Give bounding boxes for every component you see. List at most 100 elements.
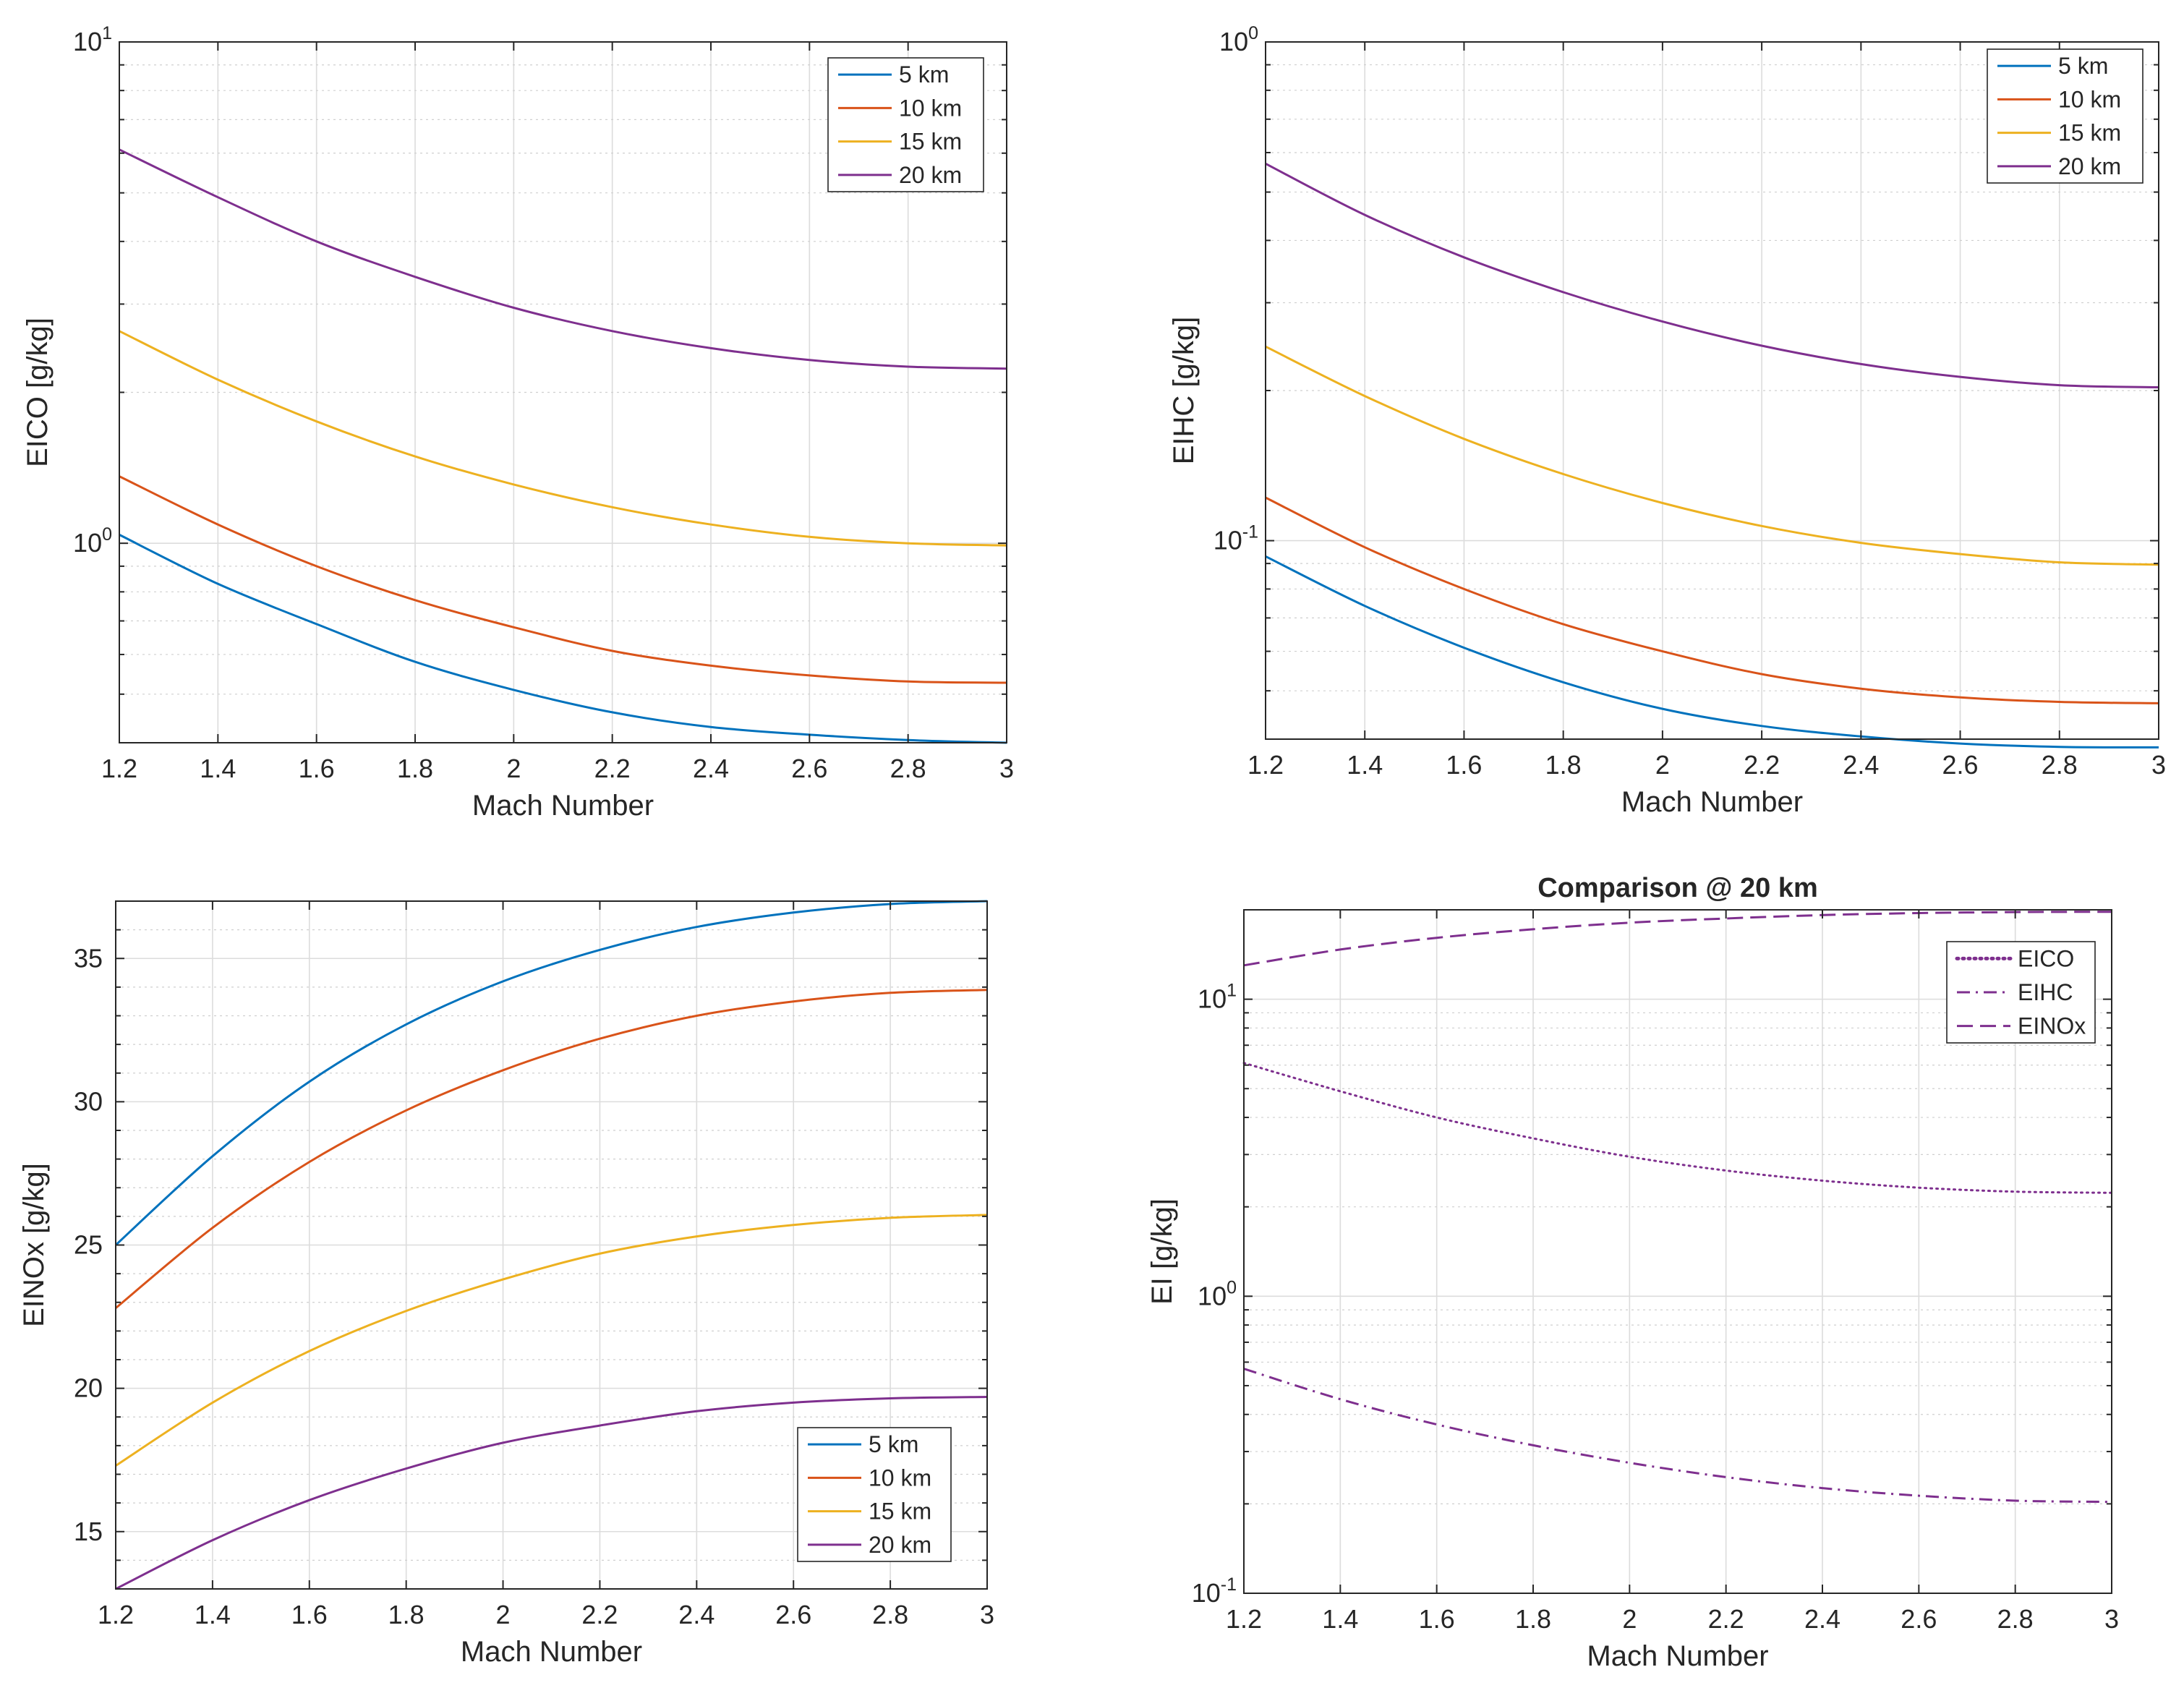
panel-comparison: Comparison @ 20 km 1.2 1.4 1.6 1.8 2 2.2… — [1146, 873, 2119, 1672]
x-tick-label: 1.4 — [195, 1600, 231, 1629]
x-tick-label: 1.8 — [397, 754, 433, 783]
legend-label-20km: 20 km — [869, 1532, 931, 1558]
svg-text:101: 101 — [1198, 981, 1237, 1014]
legend-label-einox: EINOx — [2018, 1013, 2086, 1039]
panel-einox: 1.2 1.4 1.6 1.8 2 2.2 2.4 2.6 2.8 3 15 2… — [18, 900, 994, 1668]
x-tick-label: 1.8 — [388, 1600, 425, 1629]
x-tick-label: 2 — [1622, 1604, 1637, 1634]
y-tick-base: 10 — [1198, 1281, 1227, 1310]
eihc-x-tick-labels: 1.2 1.4 1.6 1.8 2 2.2 2.4 2.6 2.8 3 — [1247, 750, 2166, 780]
legend-label-10km: 10 km — [899, 95, 962, 121]
comparison-line-einox — [1243, 911, 2112, 967]
y-tick-exponent: 0 — [102, 524, 112, 545]
eihc-y-axis-label: EIHC [g/kg] — [1168, 317, 1200, 465]
x-tick-label: 1.2 — [101, 754, 137, 783]
x-tick-label: 1.6 — [291, 1600, 328, 1629]
y-tick-exponent: 1 — [102, 23, 112, 43]
eico-line-5km — [119, 534, 1007, 744]
y-tick-base: 10 — [73, 528, 102, 558]
legend-label-15km: 15 km — [899, 129, 962, 155]
eico-series — [119, 148, 1007, 744]
legend-label-10km: 10 km — [2058, 86, 2121, 112]
eihc-line-10km — [1265, 496, 2159, 704]
eihc-line-20km — [1265, 162, 2159, 388]
legend-label-15km: 15 km — [869, 1499, 931, 1525]
x-tick-label: 2.4 — [693, 754, 729, 783]
x-tick-label: 2.6 — [1942, 750, 1979, 780]
y-tick-label: 20 — [74, 1373, 103, 1403]
svg-text:100: 100 — [1198, 1277, 1237, 1310]
comparison-x-axis-label: Mach Number — [1587, 1640, 1768, 1672]
eico-legend: 5 km 10 km 15 km 20 km — [827, 57, 984, 192]
comparison-tick-marks — [1243, 909, 2112, 1594]
x-tick-label: 1.8 — [1545, 750, 1582, 780]
y-tick-label: 15 — [74, 1517, 103, 1546]
x-tick-label: 2.2 — [594, 754, 631, 783]
x-tick-label: 3 — [2151, 750, 2166, 780]
einox-x-axis-label: Mach Number — [461, 1636, 642, 1668]
panel-eihc: 1.2 1.4 1.6 1.8 2 2.2 2.4 2.6 2.8 3 10-1… — [1168, 23, 2166, 818]
svg-text:100: 100 — [1219, 23, 1258, 56]
legend-box — [797, 1427, 952, 1562]
legend-label-eico: EICO — [2018, 945, 2074, 971]
x-tick-label: 2.6 — [791, 754, 827, 783]
comparison-y-tick-labels: 10-1 100 101 — [1192, 981, 1237, 1608]
y-tick-exponent: 0 — [1227, 1277, 1237, 1297]
y-tick-exponent: 1 — [1227, 981, 1237, 1001]
legend-label-10km: 10 km — [869, 1465, 931, 1491]
comparison-line-eico — [1242, 1062, 2113, 1194]
einox-y-axis-label: EINOx [g/kg] — [18, 1163, 50, 1327]
x-tick-label: 2.2 — [1744, 750, 1780, 780]
y-tick-label: 101 — [1198, 981, 1237, 1014]
x-tick-label: 3 — [999, 754, 1014, 783]
x-tick-label: 1.4 — [1347, 750, 1383, 780]
x-tick-label: 2.8 — [890, 754, 926, 783]
y-tick-label: 100 — [1219, 23, 1258, 56]
x-tick-label: 2.8 — [2042, 750, 2078, 780]
y-tick-label: 25 — [74, 1230, 103, 1260]
eihc-line-15km — [1265, 345, 2159, 566]
comparison-x-tick-labels: 1.2 1.4 1.6 1.8 2 2.2 2.4 2.6 2.8 3 — [1226, 1604, 2119, 1634]
comparison-y-axis-label: EI [g/kg] — [1146, 1198, 1178, 1305]
comparison-line-eihc — [1243, 1368, 2112, 1504]
eico-line-15km — [119, 330, 1007, 547]
x-tick-label: 2.2 — [1708, 1604, 1744, 1634]
eico-x-axis-label: Mach Number — [472, 790, 654, 822]
y-tick-label: 35 — [74, 943, 103, 973]
x-tick-label: 2.4 — [678, 1600, 715, 1629]
eihc-series — [1265, 162, 2159, 749]
svg-text:101: 101 — [73, 23, 112, 56]
legend-label-5km: 5 km — [869, 1431, 918, 1457]
y-tick-exponent: -1 — [1221, 1574, 1237, 1595]
svg-text:10-1: 10-1 — [1213, 522, 1258, 555]
x-tick-label: 2.2 — [581, 1600, 618, 1629]
y-tick-label: 101 — [73, 23, 112, 56]
comparison-series — [1242, 911, 2113, 1504]
legend-label-5km: 5 km — [2058, 53, 2108, 79]
svg-text:10-1: 10-1 — [1192, 1574, 1237, 1608]
eico-y-axis-label: EICO [g/kg] — [22, 317, 54, 467]
eico-y-tick-labels: 100 101 — [73, 23, 112, 558]
x-tick-label: 3 — [980, 1600, 994, 1629]
x-tick-label: 2.6 — [775, 1600, 811, 1629]
x-tick-label: 1.2 — [98, 1600, 134, 1629]
y-tick-label: 10-1 — [1192, 1574, 1237, 1608]
einox-x-tick-labels: 1.2 1.4 1.6 1.8 2 2.2 2.4 2.6 2.8 3 — [98, 1600, 994, 1629]
x-tick-label: 2.8 — [1997, 1604, 2034, 1634]
x-tick-label: 2.4 — [1843, 750, 1879, 780]
x-tick-label: 1.4 — [200, 754, 236, 783]
y-tick-base: 10 — [1198, 984, 1227, 1014]
einox-line-20km — [115, 1396, 988, 1590]
comparison-grid — [1243, 909, 2112, 1594]
y-tick-base: 10 — [1192, 1578, 1221, 1608]
legend-box — [1987, 48, 2144, 184]
panel-eico: 1.2 1.4 1.6 1.8 2 2.2 2.4 2.6 2.8 3 100 … — [22, 23, 1014, 822]
legend-label-5km: 5 km — [899, 61, 949, 88]
x-tick-label: 1.8 — [1515, 1604, 1551, 1634]
x-tick-label: 1.2 — [1247, 750, 1284, 780]
eihc-tick-marks — [1265, 41, 2159, 740]
eico-line-10km — [119, 475, 1007, 684]
y-tick-base: 10 — [73, 27, 102, 56]
eico-tick-marks — [119, 41, 1007, 743]
